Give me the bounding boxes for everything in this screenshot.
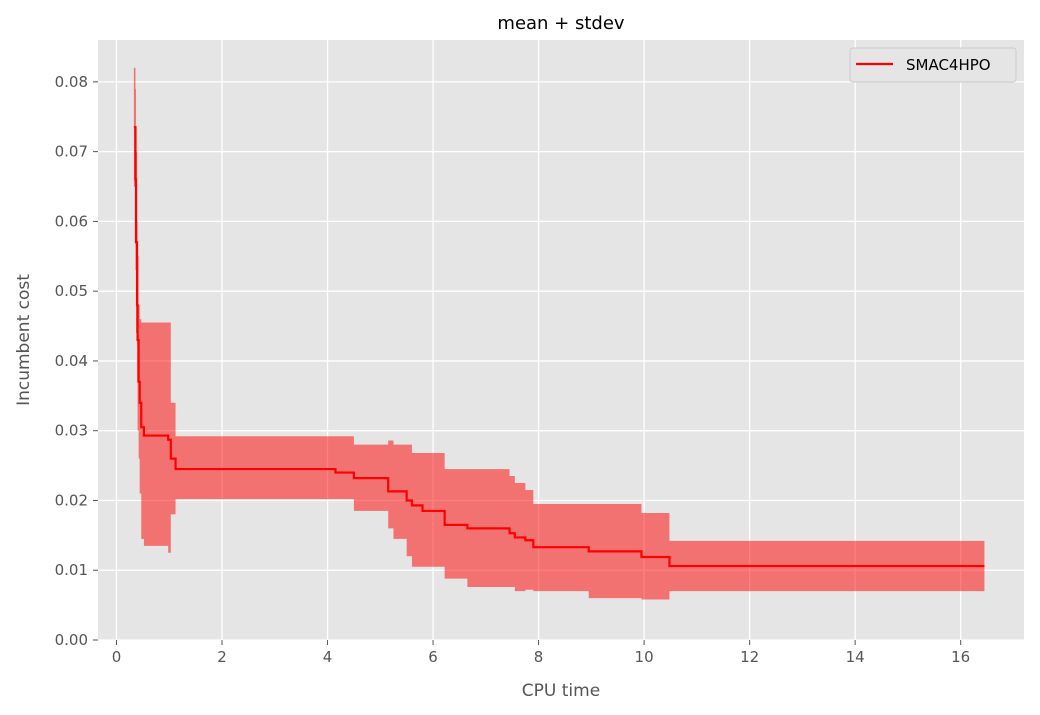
y-tick-label: 0.05 [55,282,88,300]
x-tick-label: 14 [846,648,865,666]
stdev-band-polygon [133,67,985,600]
y-axis-ticks: 0.00 0.01 0.02 0.03 0.04 0.05 0.06 0.07 0.08 [55,73,98,649]
x-axis-label: CPU time [522,681,600,701]
x-tick-label: 4 [323,648,333,666]
y-tick-label: 0.06 [55,212,88,230]
y-tick-label: 0.07 [55,143,88,161]
stdev-band [133,67,985,600]
legend-box [849,47,1017,83]
x-tick-label: 6 [428,648,438,666]
x-tick-label: 8 [534,648,544,666]
y-axis-label: Incumbent cost [14,274,34,406]
series-lines [133,126,985,568]
y-tick-label: 0.00 [55,631,88,649]
x-tick-label: 12 [740,648,759,666]
y-tick-label: 0.08 [55,73,88,91]
y-tick-label: 0.02 [55,491,88,509]
x-tick-label: 0 [112,648,122,666]
y-tick-label: 0.03 [55,422,88,440]
legend: SMAC4HPO [849,47,1017,83]
x-tick-label: 2 [217,648,227,666]
mean-line-smac4hpo [133,126,985,568]
x-axis-ticks: 0 2 4 6 8 10 12 14 16 [112,640,970,666]
x-tick-label: 10 [635,648,654,666]
chart-title: mean + stdev [497,13,625,34]
y-tick-label: 0.01 [55,561,88,579]
y-tick-label: 0.04 [55,352,88,370]
x-tick-label: 16 [951,648,970,666]
legend-label-smac4hpo: SMAC4HPO [906,56,991,74]
